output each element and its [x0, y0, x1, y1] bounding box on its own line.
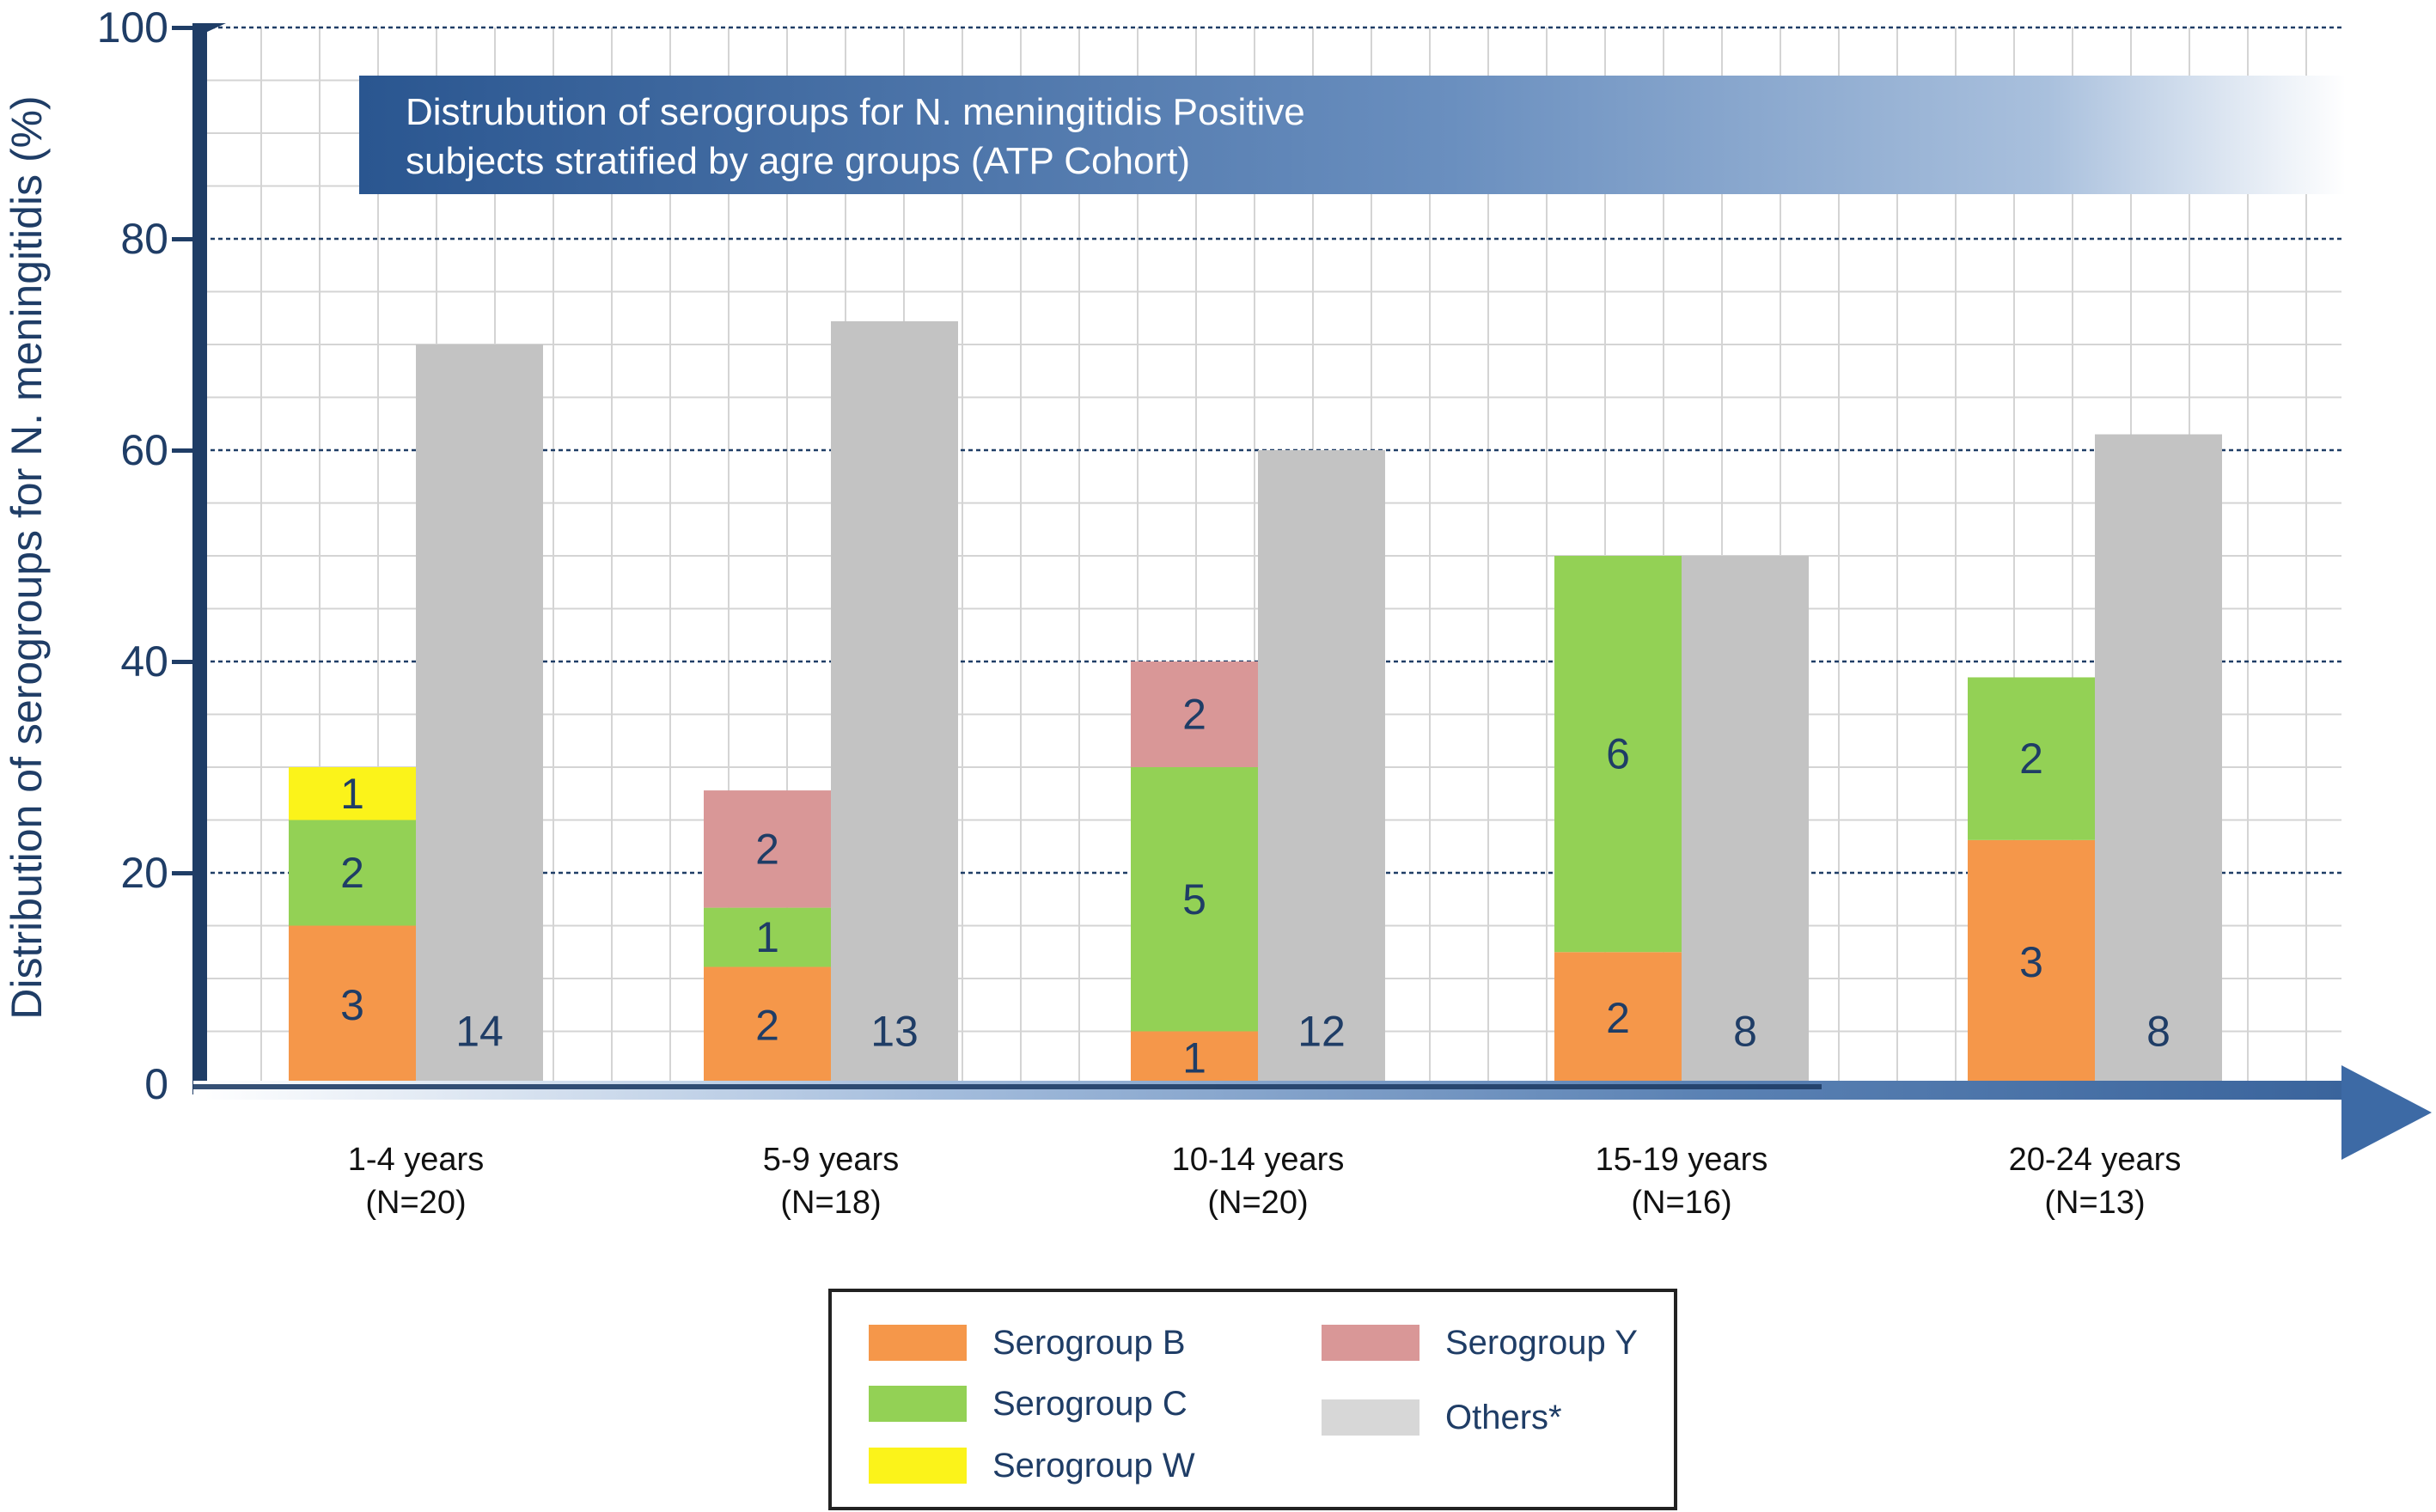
- bar-others: [1258, 450, 1385, 1084]
- category-label: 20-24 years: [2009, 1142, 2182, 1178]
- legend-label: Serogroup C: [992, 1385, 1187, 1423]
- bar-segment-B: [704, 966, 831, 1084]
- bar-segment-C: [1968, 677, 2095, 840]
- bar-others-label: 8: [2146, 1008, 2170, 1056]
- y-tick-mark: [172, 237, 194, 241]
- y-tick-label: 40: [120, 637, 168, 686]
- legend-swatch: [869, 1325, 967, 1361]
- bar-data-label: 2: [1606, 994, 1630, 1042]
- bar-others: [2095, 434, 2222, 1084]
- legend-label: Serogroup Y: [1445, 1324, 1638, 1362]
- bar-others: [831, 320, 958, 1084]
- y-tick-mark: [172, 871, 194, 875]
- bar-data-label: 6: [1606, 730, 1630, 778]
- y-tick-label: 60: [120, 426, 168, 474]
- y-tick-mark: [172, 660, 194, 664]
- bar-segment-B: [1968, 839, 2095, 1084]
- category-labels: 1-4 years (N=20) 5-9 years (N=18) 10-14 year…: [348, 1142, 2182, 1221]
- bar-others-label: 12: [1297, 1008, 1346, 1056]
- y-tick-mark: [172, 26, 194, 30]
- legend-swatch: [869, 1386, 967, 1422]
- bar-data-label: 2: [1182, 691, 1206, 739]
- bar-data-label: 1: [755, 913, 779, 961]
- category-count: (N=20): [1207, 1185, 1308, 1221]
- bar-segment-B: [1554, 952, 1682, 1084]
- axes: [192, 23, 2432, 1160]
- legend-label: Serogroup W: [992, 1447, 1195, 1485]
- bar-data-label: 5: [1182, 875, 1206, 924]
- category-label: 15-19 years: [1596, 1142, 1768, 1178]
- bar-segment-C: [289, 820, 416, 926]
- y-tick-mark: [172, 448, 194, 453]
- bar-others-label: 8: [1733, 1008, 1757, 1056]
- y-tick-label: 100: [97, 3, 168, 52]
- category-count: (N=18): [780, 1185, 881, 1221]
- chart-title-line-2: subjects stratified by agre groups (ATP …: [406, 140, 1190, 182]
- x-axis-line: [193, 1084, 1822, 1089]
- chart-title-line-1: Distrubution of serogroups for N. mening…: [406, 91, 1305, 133]
- y-axis-label: Distribution of serogroups for N. mening…: [3, 95, 51, 1019]
- x-axis-arrow: [2341, 1065, 2432, 1160]
- y-axis-line: [192, 23, 207, 1094]
- y-tick-label: 20: [120, 849, 168, 897]
- legend-swatch: [1322, 1399, 1419, 1436]
- y-tick-labels: 0 20 40 60 80 100: [97, 3, 168, 1108]
- bar-segment-C: [1554, 556, 1682, 953]
- category-label: 1-4 years: [348, 1142, 484, 1178]
- category-count: (N=20): [365, 1185, 466, 1221]
- y-tick-label: 80: [120, 215, 168, 263]
- bar-segment-B: [289, 925, 416, 1084]
- bar-others: [1682, 556, 1809, 1084]
- bar-data-label: 2: [755, 825, 779, 873]
- bar-data-label: 2: [755, 1002, 779, 1050]
- title-banner: Distrubution of serogroups for N. mening…: [359, 76, 2346, 194]
- legend-swatch: [869, 1448, 967, 1484]
- category-label: 5-9 years: [763, 1142, 899, 1178]
- legend-swatch: [1322, 1325, 1419, 1361]
- bar-data-label: 2: [340, 849, 364, 897]
- legend-label: Others*: [1445, 1399, 1562, 1436]
- bar-segment-C: [1131, 767, 1258, 1032]
- bar-others-label: 14: [455, 1008, 504, 1056]
- category-count: (N=13): [2044, 1185, 2145, 1221]
- legend-label: Serogroup B: [992, 1324, 1186, 1362]
- bar-segment-Y: [704, 790, 831, 908]
- y-axis-cap: [194, 23, 226, 38]
- bar-data-label: 1: [1182, 1033, 1206, 1082]
- bar-data-label: 1: [340, 770, 364, 818]
- bar-data-label: 3: [2019, 938, 2043, 986]
- bar-others-label: 13: [870, 1008, 919, 1056]
- bar-others: [416, 344, 543, 1084]
- bar-segment-B: [1131, 1031, 1258, 1084]
- legend: Serogroup B Serogroup C Serogroup W Serogro…: [828, 1289, 1677, 1510]
- category-count: (N=16): [1631, 1185, 1731, 1221]
- bar-segment-W: [289, 767, 416, 820]
- legend-box: [828, 1289, 1677, 1510]
- category-label: 10-14 years: [1172, 1142, 1345, 1178]
- x-axis-band: [193, 1081, 2346, 1100]
- bar-data-label: 2: [2019, 735, 2043, 783]
- bar-segment-C: [704, 907, 831, 967]
- bars-layer: [289, 320, 2222, 1084]
- bar-segment-Y: [1131, 662, 1258, 767]
- bar-data-label: 3: [340, 981, 364, 1029]
- y-tick-label: 0: [144, 1060, 168, 1108]
